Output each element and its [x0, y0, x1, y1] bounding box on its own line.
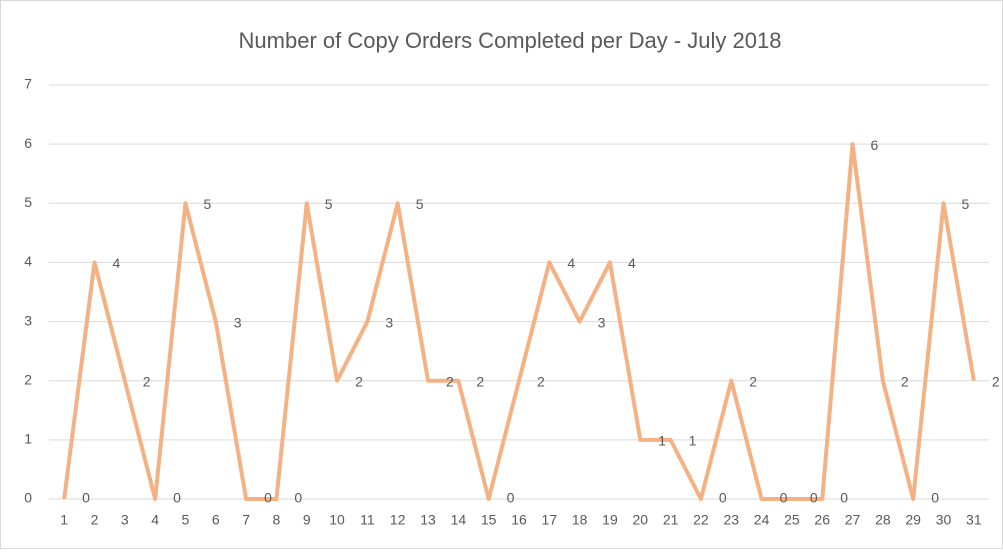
x-tick-label: 1 [60, 512, 68, 528]
y-tick-label: 1 [24, 431, 32, 447]
data-label: 2 [143, 373, 151, 389]
data-label: 3 [234, 314, 242, 330]
x-tick-label: 10 [329, 512, 345, 528]
x-tick-label: 18 [572, 512, 588, 528]
data-label: 4 [112, 255, 120, 271]
x-tick-label: 5 [182, 512, 190, 528]
data-label: 0 [507, 490, 515, 506]
data-label: 6 [871, 137, 879, 153]
y-tick-label: 3 [24, 312, 32, 328]
data-label: 2 [992, 373, 1000, 389]
data-label: 0 [719, 490, 727, 506]
data-label: 5 [416, 196, 424, 212]
data-label: 3 [385, 314, 393, 330]
x-tick-label: 20 [633, 512, 649, 528]
data-label: 0 [173, 490, 181, 506]
x-tick-label: 15 [481, 512, 497, 528]
y-tick-label: 2 [24, 371, 32, 387]
data-label: 5 [325, 196, 333, 212]
data-label: 0 [82, 490, 90, 506]
data-label: 2 [537, 373, 545, 389]
x-tick-label: 7 [242, 512, 250, 528]
data-label: 2 [749, 373, 757, 389]
data-label: 3 [598, 314, 606, 330]
data-label: 2 [355, 373, 363, 389]
y-tick-label: 4 [24, 253, 32, 269]
y-tick-label: 7 [24, 76, 32, 92]
chart-title: Number of Copy Orders Completed per Day … [239, 28, 782, 53]
data-label: 0 [810, 490, 818, 506]
data-label: 4 [628, 255, 636, 271]
data-line [62, 142, 976, 501]
data-label: 0 [264, 490, 272, 506]
y-tick-label: 5 [24, 194, 32, 210]
x-tick-label: 6 [212, 512, 220, 528]
data-label: 2 [446, 373, 454, 389]
x-tick-label: 23 [723, 512, 739, 528]
x-tick-label: 17 [542, 512, 558, 528]
data-label: 0 [931, 490, 939, 506]
data-label: 5 [962, 196, 970, 212]
x-tick-label: 13 [420, 512, 436, 528]
x-tick-label: 2 [91, 512, 99, 528]
x-tick-label: 16 [511, 512, 527, 528]
data-label: 2 [476, 373, 484, 389]
data-label: 0 [840, 490, 848, 506]
x-tick-label: 28 [875, 512, 891, 528]
x-tick-label: 11 [360, 512, 375, 528]
x-tick-label: 21 [663, 512, 679, 528]
x-tick-label: 24 [754, 512, 770, 528]
x-tick-label: 19 [602, 512, 618, 528]
y-tick-label: 6 [24, 135, 32, 151]
x-tick-label: 4 [151, 512, 159, 528]
y-tick-label: 0 [24, 490, 32, 506]
x-tick-label: 30 [936, 512, 952, 528]
x-tick-label: 3 [121, 512, 129, 528]
x-tick-label: 14 [451, 512, 467, 528]
x-tick-label: 27 [845, 512, 861, 528]
x-tick-label: 22 [693, 512, 709, 528]
data-label: 1 [658, 433, 666, 449]
x-tick-label: 8 [273, 512, 281, 528]
x-tick-label: 31 [966, 512, 982, 528]
data-label: 0 [780, 490, 788, 506]
x-tick-label: 25 [784, 512, 800, 528]
x-tick-label: 9 [303, 512, 311, 528]
data-label: 0 [294, 490, 302, 506]
x-tick-label: 12 [390, 512, 406, 528]
x-tick-label: 26 [814, 512, 830, 528]
data-label: 2 [901, 373, 909, 389]
x-tick-label: 29 [905, 512, 921, 528]
data-label: 5 [203, 196, 211, 212]
data-label: 4 [567, 255, 575, 271]
data-label: 1 [689, 433, 697, 449]
